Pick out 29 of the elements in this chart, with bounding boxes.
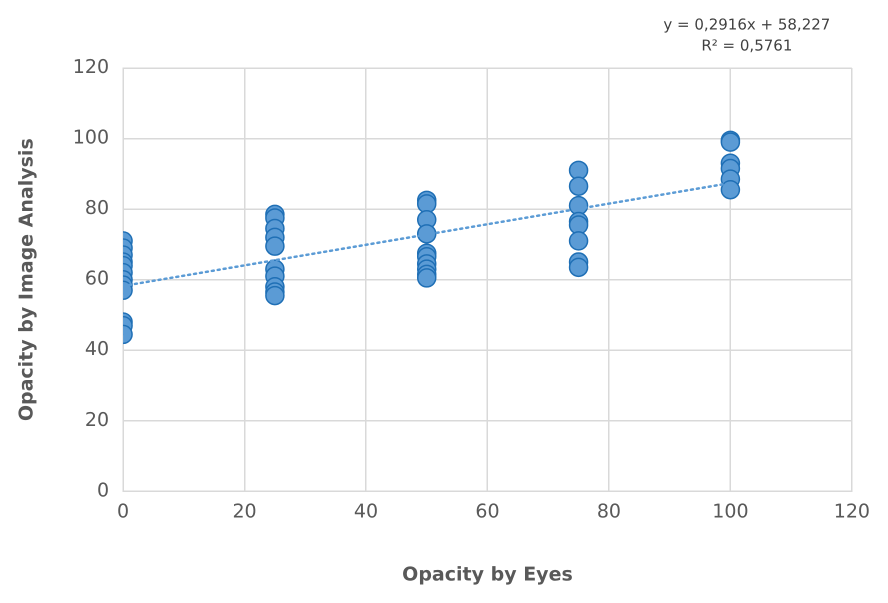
- point: [568, 176, 588, 196]
- y-tick-label: 100: [72, 126, 110, 149]
- x-axis-title: Opacity by Eyes: [402, 564, 573, 586]
- point: [416, 268, 436, 288]
- y-tick-label: 60: [84, 268, 110, 290]
- x-tick-label: 20: [232, 500, 257, 523]
- text: R² = 0,5761: [701, 36, 792, 54]
- point: [720, 180, 740, 200]
- point: [265, 236, 285, 256]
- point: [568, 258, 588, 278]
- y-tick-label: 0: [96, 479, 110, 502]
- y-tick-label: 20: [84, 408, 110, 431]
- x-tick-label: 80: [596, 500, 622, 523]
- x-tick-label: 0: [117, 500, 130, 523]
- y-tick-label: 80: [84, 197, 110, 220]
- y-axis-title: Opacity by Image Analysis: [15, 138, 38, 422]
- point: [265, 286, 285, 306]
- point: [568, 215, 588, 235]
- x-tick-label: 120: [834, 500, 870, 523]
- x-tick-label: 100: [712, 500, 749, 523]
- point: [568, 231, 588, 251]
- x-tick-label: 40: [354, 500, 378, 523]
- text: y = 0,2916x + 58,227: [663, 15, 830, 34]
- point: [416, 224, 436, 244]
- point: [416, 194, 436, 214]
- x-tick-label: 60: [475, 500, 500, 523]
- y-tick-label: 40: [84, 338, 110, 360]
- y-tick-label: 120: [72, 56, 110, 78]
- point: [568, 160, 588, 180]
